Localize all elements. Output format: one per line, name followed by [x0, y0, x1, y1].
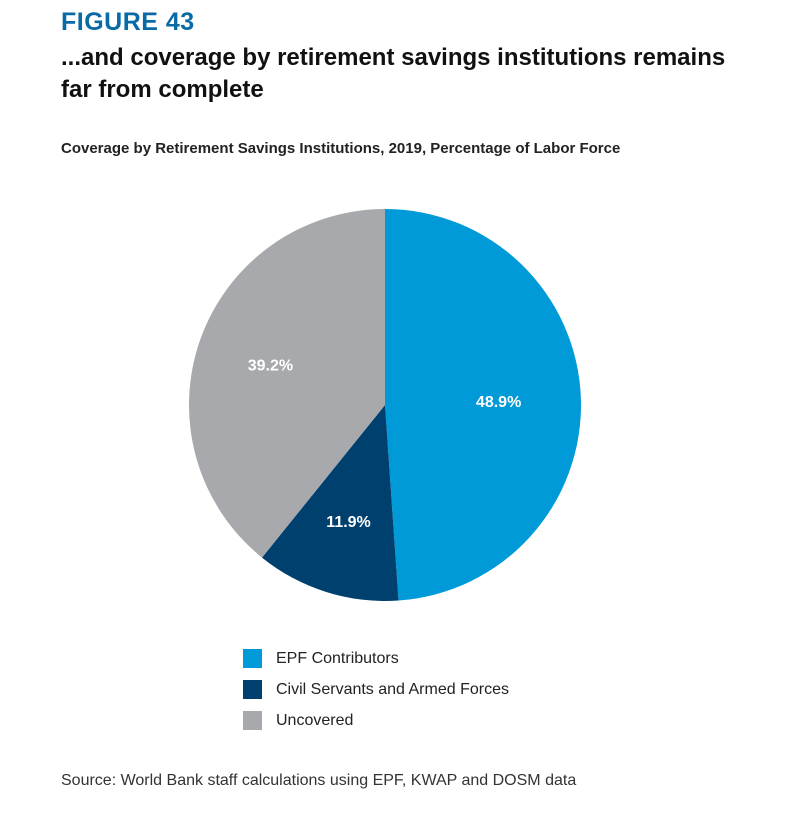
source-note: Source: World Bank staff calculations us…: [61, 772, 577, 789]
data-label-uncovered: 39.2%: [248, 358, 293, 375]
legend-item-civil: Civil Servants and Armed Forces: [243, 674, 509, 705]
legend-swatch-uncovered: [243, 711, 262, 730]
pie-chart: 48.9% 11.9% 39.2%: [189, 209, 581, 601]
legend-label-epf: EPF Contributors: [276, 649, 399, 667]
pie-slice-epf: [385, 209, 581, 601]
data-label-epf: 48.9%: [476, 394, 521, 411]
legend-label-uncovered: Uncovered: [276, 711, 354, 729]
chart-legend: EPF Contributors Civil Servants and Arme…: [243, 643, 509, 736]
pie-slice-civil: [261, 405, 399, 601]
figure-headline: ...and coverage by retirement savings in…: [61, 44, 726, 103]
legend-swatch-epf: [243, 649, 262, 668]
data-label-civil: 11.9%: [326, 514, 370, 531]
legend-label-civil: Civil Servants and Armed Forces: [276, 680, 509, 698]
chart-title: Coverage by Retirement Savings Instituti…: [61, 140, 621, 157]
legend-item-epf: EPF Contributors: [243, 643, 509, 674]
legend-swatch-civil: [243, 680, 262, 699]
figure-label: FIGURE 43: [61, 8, 195, 36]
legend-item-uncovered: Uncovered: [243, 705, 509, 736]
pie-slice-uncovered: [189, 209, 385, 558]
